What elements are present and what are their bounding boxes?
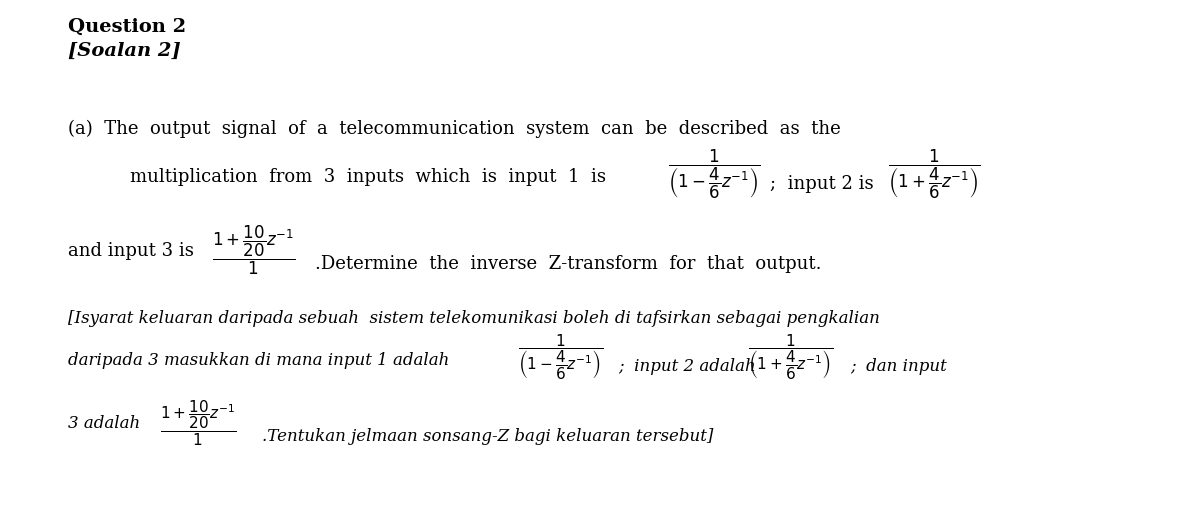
Text: (a)  The  output  signal  of  a  telecommunication  system  can  be  described  : (a) The output signal of a telecommunica… bbox=[68, 120, 841, 138]
Text: .Determine  the  inverse  Z-transform  for  that  output.: .Determine the inverse Z-transform for t… bbox=[314, 254, 822, 272]
Text: $\dfrac{1}{\left(1+\dfrac{4}{6}z^{-1}\right)}$: $\dfrac{1}{\left(1+\dfrac{4}{6}z^{-1}\ri… bbox=[748, 331, 833, 381]
Text: and input 3 is: and input 3 is bbox=[68, 242, 194, 260]
Text: [Isyarat keluaran daripada sebuah  sistem telekomunikasi boleh di tafsirkan seba: [Isyarat keluaran daripada sebuah sistem… bbox=[68, 309, 880, 326]
Text: ;  dan input: ; dan input bbox=[850, 357, 947, 374]
Text: $\dfrac{1}{\left(1-\dfrac{4}{6}z^{-1}\right)}$: $\dfrac{1}{\left(1-\dfrac{4}{6}z^{-1}\ri… bbox=[518, 331, 604, 381]
Text: [Soalan 2]: [Soalan 2] bbox=[68, 42, 181, 60]
Text: ;  input 2 adalah: ; input 2 adalah bbox=[618, 357, 756, 374]
Text: Question 2: Question 2 bbox=[68, 18, 186, 36]
Text: multiplication  from  3  inputs  which  is  input  1  is: multiplication from 3 inputs which is in… bbox=[130, 167, 606, 186]
Text: daripada 3 masukkan di mana input 1 adalah: daripada 3 masukkan di mana input 1 adal… bbox=[68, 351, 449, 369]
Text: $\dfrac{1}{\left(1-\dfrac{4}{6}z^{-1}\right)}$: $\dfrac{1}{\left(1-\dfrac{4}{6}z^{-1}\ri… bbox=[668, 148, 761, 201]
Text: $\dfrac{1+\dfrac{10}{20}z^{-1}}{1}$: $\dfrac{1+\dfrac{10}{20}z^{-1}}{1}$ bbox=[212, 223, 295, 277]
Text: ;  input 2 is: ; input 2 is bbox=[770, 175, 874, 192]
Text: .Tentukan jelmaan sonsang-Z bagi keluaran tersebut]: .Tentukan jelmaan sonsang-Z bagi keluara… bbox=[262, 427, 713, 444]
Text: $\dfrac{1+\dfrac{10}{20}z^{-1}}{1}$: $\dfrac{1+\dfrac{10}{20}z^{-1}}{1}$ bbox=[160, 397, 236, 447]
Text: $\dfrac{1}{\left(1+\dfrac{4}{6}z^{-1}\right)}$: $\dfrac{1}{\left(1+\dfrac{4}{6}z^{-1}\ri… bbox=[888, 148, 980, 201]
Text: 3 adalah: 3 adalah bbox=[68, 414, 140, 431]
